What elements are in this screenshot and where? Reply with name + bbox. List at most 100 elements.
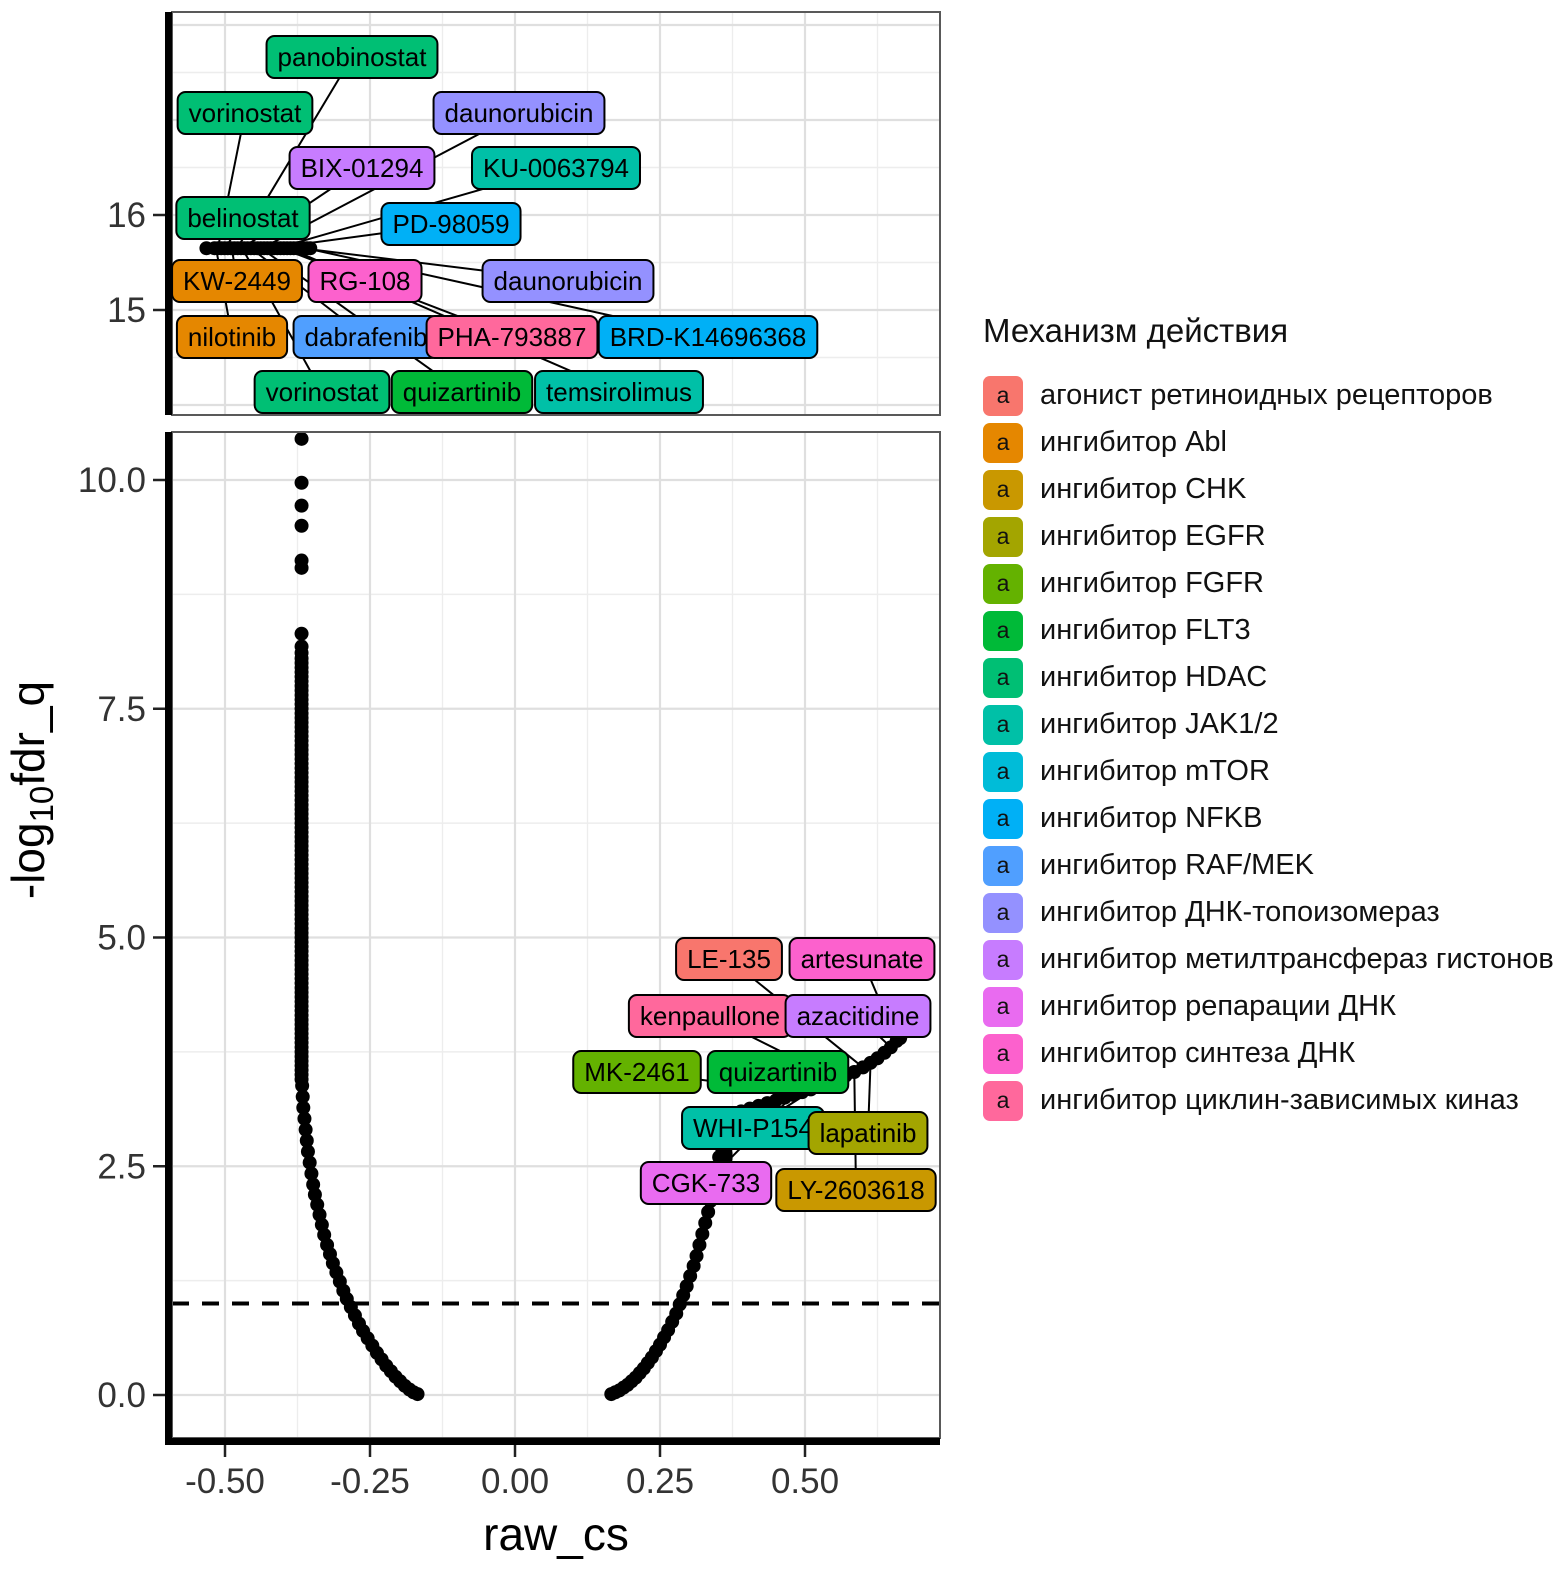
data-point: [295, 1089, 310, 1104]
panel-background: [172, 432, 940, 1438]
legend-item-label: ингибитор синтеза ДНК: [1040, 1037, 1356, 1069]
legend-key-swatch: a: [983, 1080, 1023, 1121]
drug-label-text: PHA-793887: [438, 322, 587, 352]
drug-label-box: [706, 1050, 850, 1094]
legend-key-swatch: a: [983, 422, 1023, 463]
drug-label-box: [307, 259, 423, 303]
drug-label-text: belinostat: [187, 203, 299, 233]
x-axis-tick-label: -0.50: [185, 1462, 265, 1501]
legend-item: a ингибитор репарации ДНК: [983, 983, 1554, 1030]
legend-item-label: агонист ретиноидных рецепторов: [1040, 379, 1493, 411]
legend-key-swatch: a: [983, 798, 1023, 839]
legend-item: a ингибитор FGFR: [983, 560, 1554, 607]
legend-item: a ингибитор HDAC: [983, 654, 1554, 701]
legend-key-swatch: a: [983, 657, 1023, 698]
y-axis-tick-label: 0.0: [97, 1376, 146, 1415]
drug-label-box: [534, 370, 704, 414]
drug-label-box: [784, 994, 932, 1038]
drug-label-text: CGK-733: [652, 1168, 760, 1198]
y-axis-tick-label: 16: [107, 196, 146, 235]
legend-item: a ингибитор EGFR: [983, 513, 1554, 560]
drug-label-text: lapatinib: [820, 1118, 917, 1148]
x-axis-tick-label: 0.25: [626, 1462, 694, 1501]
drug-label-text: vorinostat: [266, 377, 379, 407]
legend-key-swatch: a: [983, 704, 1023, 745]
legend-item: a ингибитор ДНК-топоизомераз: [983, 889, 1554, 936]
legend-item: a агонист ретиноидных рецепторов: [983, 372, 1554, 419]
legend: Механизм действия a агонист ретиноидных р…: [983, 312, 1554, 1124]
data-point: [296, 1100, 311, 1115]
legend-key-swatch: a: [983, 610, 1023, 651]
legend-key-swatch: a: [983, 375, 1023, 416]
data-point: [297, 1111, 312, 1126]
legend-item-label: ингибитор NFKB: [1040, 802, 1263, 834]
y-axis-tick-label: 10.0: [78, 461, 146, 500]
y-axis-tick-label: 2.5: [97, 1147, 146, 1186]
drug-label-text: BIX-01294: [301, 153, 424, 183]
legend-item-label: ингибитор EGFR: [1040, 520, 1266, 552]
legend-item-label: ингибитор Abl: [1040, 426, 1227, 458]
data-point: [695, 1226, 710, 1241]
data-point: [692, 1237, 707, 1252]
data-point: [298, 1122, 313, 1137]
legend-key-swatch: a: [983, 563, 1023, 604]
data-point: [300, 1144, 315, 1159]
legend-item-label: ингибитор JAK1/2: [1040, 708, 1279, 740]
legend-item: a ингибитор RAF/MEK: [983, 842, 1554, 889]
data-point: [295, 1078, 310, 1093]
drug-label-text: LE-135: [687, 944, 771, 974]
data-point: [294, 560, 309, 575]
drug-label-text: artesunate: [801, 944, 924, 974]
legend-item-label: ингибитор циклин-зависимых киназ: [1040, 1084, 1519, 1116]
drug-label-box: [265, 35, 439, 79]
data-point: [294, 431, 309, 446]
legend-item: a ингибитор метилтрансфераз гистонов: [983, 936, 1554, 983]
y-axis-tick-label: 15: [107, 291, 146, 330]
data-point: [199, 241, 214, 256]
data-point: [302, 1155, 317, 1170]
drug-label-box: [775, 1168, 937, 1212]
drug-label-text: quizartinib: [719, 1057, 838, 1087]
data-point: [689, 1248, 704, 1263]
y-axis-tick-label: 5.0: [97, 919, 146, 958]
drug-label-box: [288, 146, 436, 190]
legend-title: Механизм действия: [983, 312, 1289, 349]
x-axis-tick-label: 0.50: [771, 1462, 839, 1501]
drug-label-box: [807, 1111, 929, 1155]
drug-label-box: [176, 91, 314, 135]
data-point: [294, 475, 309, 490]
drug-label-box: [597, 315, 819, 359]
drug-label-box: [425, 315, 599, 359]
drug-label-text: dabrafenib: [305, 322, 428, 352]
legend-item: a ингибитор NFKB: [983, 795, 1554, 842]
drug-label-text: KW-2449: [183, 266, 291, 296]
drug-label-box: [471, 146, 641, 190]
drug-label-box: [675, 937, 783, 981]
y-axis-title: -log10fdr_q: [2, 681, 60, 899]
y-axis-line: [165, 432, 172, 1438]
data-point: [294, 626, 309, 641]
legend-key-swatch: a: [983, 516, 1023, 557]
drug-label-text: LY-2603618: [787, 1175, 924, 1205]
x-axis-title: raw_cs: [483, 1508, 629, 1560]
x-axis-tick-label: 0.00: [481, 1462, 549, 1501]
y-axis-tick-label: 7.5: [97, 690, 146, 729]
drug-label-text: MK-2461: [584, 1057, 690, 1087]
drug-label-box: [788, 937, 936, 981]
legend-key-swatch: a: [983, 751, 1023, 792]
data-point: [294, 518, 309, 533]
legend-item: a ингибитор JAK1/2: [983, 701, 1554, 748]
drug-label-box: [639, 1161, 773, 1205]
data-point: [299, 1133, 314, 1148]
drug-label-text: quizartinib: [403, 377, 522, 407]
drug-label-box: [380, 202, 522, 246]
data-point: [698, 1215, 713, 1230]
legend-key-swatch: a: [983, 986, 1023, 1027]
legend-item: a ингибитор Abl: [983, 419, 1554, 466]
y-axis-line: [165, 12, 172, 415]
drug-label-text: RG-108: [319, 266, 410, 296]
data-point: [701, 1205, 716, 1219]
drug-label-box: [390, 370, 534, 414]
drug-label-box: [432, 91, 606, 135]
data-point: [304, 1166, 319, 1181]
